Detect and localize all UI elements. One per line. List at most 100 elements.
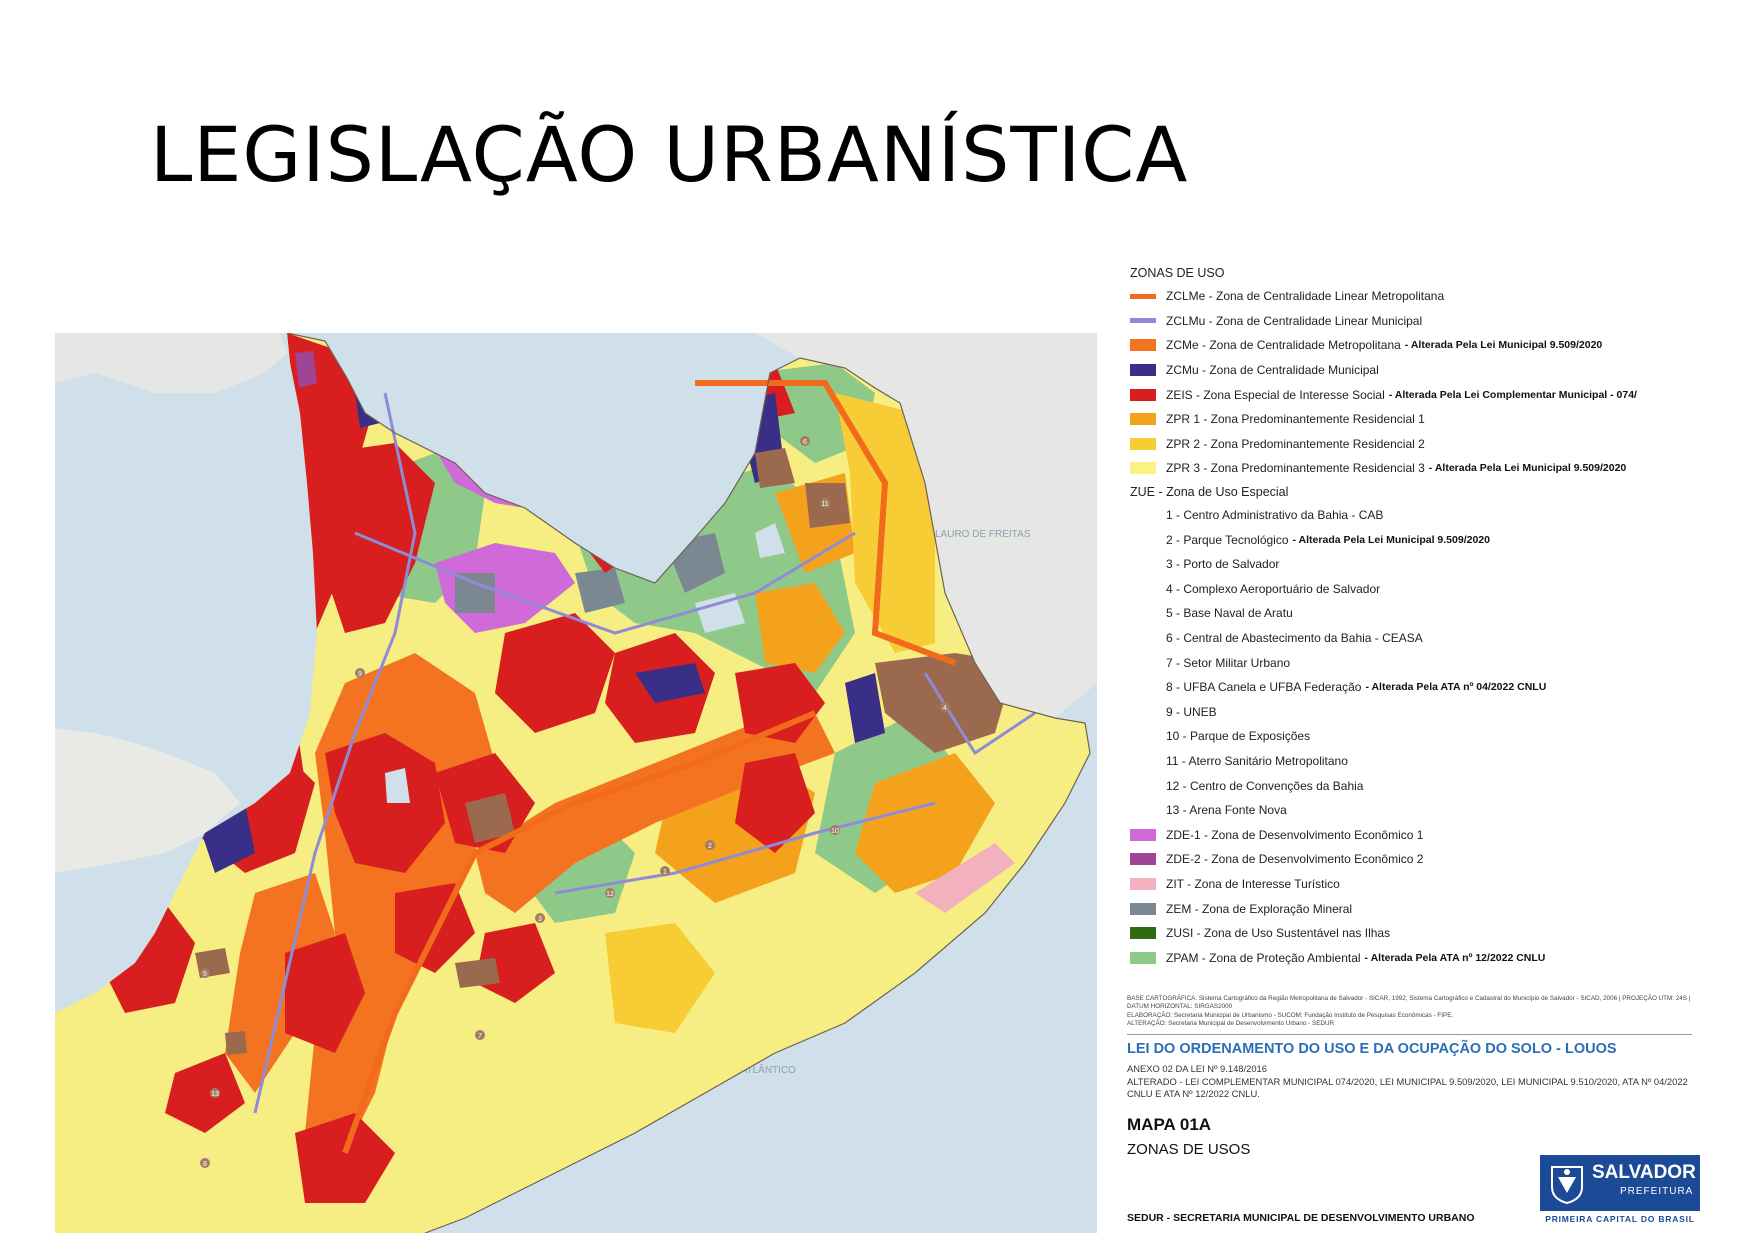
zue-marker-4[interactable] [940, 702, 950, 712]
legend-swatch [1130, 877, 1156, 890]
legend-swatch [1130, 437, 1156, 450]
zue-area [225, 1031, 247, 1055]
legend-label: ZDE-2 - Zona de Desenvolvimento Econômic… [1166, 852, 1424, 867]
legend-label: 6 - Central de Abastecimento da Bahia - … [1166, 631, 1423, 646]
lagoon [385, 768, 410, 803]
elaboracao: ELABORAÇÃO: Secretaria Municipal de Urba… [1127, 1011, 1454, 1019]
salvador-logo: SALVADOR PREFEITURA PRIMEIRA CAPITAL DO … [1540, 1155, 1700, 1225]
zue-marker-1[interactable] [660, 866, 670, 876]
zoning-map[interactable]: LAURO DE FREITAS OCEANO ATLÂNTICO [55, 333, 1097, 1233]
zclme-line [342, 710, 817, 1155]
legend-item[interactable]: ZIT - Zona de Interesse Turístico [1130, 872, 1690, 897]
legend-swatch [1130, 364, 1156, 377]
legend-item[interactable]: ZDE-1 - Zona de Desenvolvimento Econômic… [1130, 822, 1690, 847]
legend-note: - Alterada Pela Lei Complementar Municip… [1388, 388, 1637, 401]
legend-swatch [1130, 902, 1156, 915]
annex-line: ANEXO 02 DA LEI Nº 9.148/2016 [1127, 1063, 1267, 1075]
legend-item[interactable]: ZCLMe - Zona de Centralidade Linear Metr… [1130, 284, 1690, 309]
legend-note: - Alterada Pela Lei Municipal 9.509/2020 [1428, 462, 1627, 475]
zue-marker-9[interactable] [355, 668, 365, 678]
legend-swatch [1130, 388, 1156, 401]
legend-item[interactable]: ZPR 3 - Zona Predominantemente Residenci… [1130, 456, 1690, 481]
sedur-credit: SEDUR - SECRETARIA MUNICIPAL DE DESENVOL… [1127, 1212, 1475, 1224]
legend-swatch [1130, 339, 1156, 352]
legend-item[interactable]: 1 - Centro Administrativo da Bahia - CAB [1130, 503, 1690, 528]
legend-item[interactable]: ZUSI - Zona de Uso Sustentável nas Ilhas [1130, 921, 1690, 946]
zue-marker-2[interactable] [705, 840, 715, 850]
legend-label: ZDE-1 - Zona de Desenvolvimento Econômic… [1166, 827, 1424, 842]
legend-item[interactable]: 9 - UNEB [1130, 700, 1690, 725]
legend-item[interactable]: ZPAM - Zona de Proteção Ambiental - Alter… [1130, 945, 1690, 970]
legend-item[interactable]: 3 - Porto de Salvador [1130, 552, 1690, 577]
surrounding-land [755, 333, 1097, 718]
legend-swatch [1130, 828, 1156, 841]
law-title: LEI DO ORDENAMENTO DO USO E DA OCUPAÇÃO … [1127, 1041, 1617, 1058]
zue-marker-2-label: 2 [708, 843, 712, 850]
legend-item[interactable]: 13 - Arena Fonte Nova [1130, 798, 1690, 823]
legend-item[interactable]: ZEIS - Zona Especial de Interesse Social… [1130, 382, 1690, 407]
zue-marker-13[interactable] [210, 1088, 220, 1098]
lauro-de-freitas-label: LAURO DE FREITAS [935, 529, 1031, 540]
zue-area [465, 793, 515, 843]
zue-marker-11[interactable] [820, 498, 830, 508]
legend-label: 7 - Setor Militar Urbano [1166, 655, 1291, 670]
municipality-boundary [286, 333, 1091, 1233]
legend-item[interactable]: 8 - UFBA Canela e UFBA Federação - Altera… [1130, 675, 1690, 700]
legend-item[interactable]: 7 - Setor Militar Urbano [1130, 650, 1690, 675]
zeis-area [325, 733, 445, 873]
annex-info: ANEXO 02 DA LEI Nº 9.148/2016 ALTERADO -… [1127, 1063, 1692, 1101]
legend-item[interactable]: 6 - Central de Abastecimento da Bahia - … [1130, 626, 1690, 651]
legend-zue-list: 1 - Centro Administrativo da Bahia - CAB… [1130, 503, 1690, 823]
legend-swatch [1130, 853, 1156, 866]
alteracao: ALTERAÇÃO: Secretaria Municipal de Desen… [1127, 1019, 1335, 1027]
page-title: LEGISLAÇÃO URBANÍSTICA [150, 110, 1189, 199]
legend-label: 5 - Base Naval de Aratu [1166, 606, 1293, 621]
legend-item[interactable]: 10 - Parque de Exposições [1130, 724, 1690, 749]
legend-swatch [1130, 318, 1156, 324]
zue-marker-12[interactable] [605, 888, 615, 898]
legend-item[interactable]: ZPR 2 - Zona Predominantemente Residenci… [1130, 432, 1690, 457]
legend-item[interactable]: 12 - Centro de Convenções da Bahia [1130, 773, 1690, 798]
zue-marker-5[interactable] [200, 968, 210, 978]
zue-marker-13-label: 13 [211, 1091, 219, 1098]
legend-label: ZEIS - Zona Especial de Interesse Social [1166, 387, 1385, 402]
legend-item[interactable]: ZCMe - Zona de Centralidade Metropolitan… [1130, 333, 1690, 358]
zue-marker-6-label: 6 [803, 439, 807, 446]
legend-item[interactable]: ZDE-2 - Zona de Desenvolvimento Econômic… [1130, 847, 1690, 872]
zeis-area [165, 1053, 245, 1133]
legend-item[interactable]: ZCLMu - Zona de Centralidade Linear Muni… [1130, 309, 1690, 334]
zue-marker-8[interactable] [200, 1158, 210, 1168]
legend-label: 8 - UFBA Canela e UFBA Federação [1166, 680, 1362, 695]
zue-marker-9-label: 9 [358, 671, 362, 678]
zue-marker-12-label: 12 [606, 891, 614, 898]
legend-zones-list: ZCLMe - Zona de Centralidade Linear Metr… [1130, 284, 1690, 481]
legend-item[interactable]: 2 - Parque Tecnológico - Alterada Pela Le… [1130, 527, 1690, 552]
legend-label: ZPAM - Zona de Proteção Ambiental [1166, 950, 1361, 965]
zue-area [455, 958, 500, 988]
legend-item[interactable]: 4 - Complexo Aeroportuário de Salvador [1130, 577, 1690, 602]
zpr2-area [605, 923, 715, 1033]
peninsula-land [55, 728, 240, 873]
zclmu-line [923, 672, 1036, 756]
zue-marker-6[interactable] [800, 436, 810, 446]
zue-marker-3[interactable] [535, 913, 545, 923]
legend-label: ZPR 3 - Zona Predominantemente Residenci… [1166, 461, 1425, 476]
legend-item[interactable]: 5 - Base Naval de Aratu [1130, 601, 1690, 626]
legend-item[interactable]: ZEM - Zona de Exploração Mineral [1130, 896, 1690, 921]
lagoon [755, 523, 785, 558]
legend-item[interactable]: ZPR 1 - Zona Predominantemente Residenci… [1130, 407, 1690, 432]
legend-item[interactable]: ZCMu - Zona de Centralidade Municipal [1130, 358, 1690, 383]
logo-box: SALVADOR PREFEITURA [1540, 1155, 1700, 1211]
legend-label: ZIT - Zona de Interesse Turístico [1166, 876, 1340, 891]
zue-marker-11-label: 11 [821, 501, 828, 508]
legend-label: 9 - UNEB [1166, 704, 1217, 719]
map-number: MAPA 01A [1127, 1114, 1212, 1134]
zue-marker-10[interactable] [830, 825, 840, 835]
zpr1-area [755, 583, 845, 673]
zue-marker-7[interactable] [475, 1030, 485, 1040]
zclmu-line [253, 392, 417, 1114]
legend-item[interactable]: 11 - Aterro Sanitário Metropolitano [1130, 749, 1690, 774]
zue-heading: ZUE - Zona de Uso Especial [1130, 484, 1289, 499]
legend-label: 12 - Centro de Convenções da Bahia [1166, 778, 1364, 793]
logo-prefeitura: PREFEITURA [1620, 1186, 1694, 1197]
